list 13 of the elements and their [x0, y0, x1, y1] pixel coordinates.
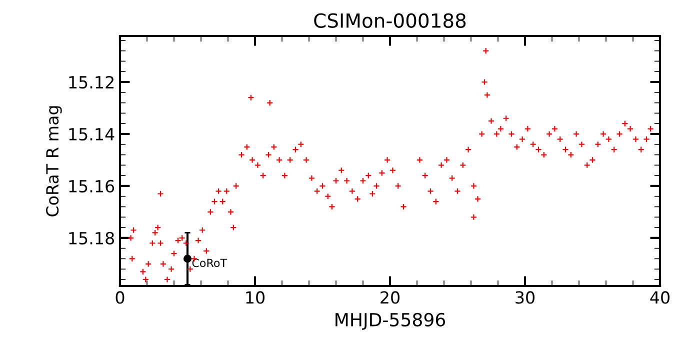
x-tick-label: 20 [380, 291, 400, 304]
y-tick-label: 15.18 [69, 232, 114, 244]
y-tick-label: 15.14 [69, 128, 114, 141]
chart-title: CSIMon-000188 [314, 13, 466, 28]
y-axis-title: CoRaT R mag [46, 106, 62, 216]
y-tick-label: 15.12 [69, 76, 114, 89]
x-axis-title: MHJD-55896 [336, 312, 446, 330]
annotation: CoRoT [192, 258, 228, 268]
x-tick-label: 10 [246, 291, 264, 304]
y-tick-label: 15.16 [69, 180, 114, 193]
x-tick-label: 40 [650, 291, 670, 304]
x-tick-label: 30 [516, 291, 534, 304]
x-tick-label: 0 [116, 291, 124, 304]
